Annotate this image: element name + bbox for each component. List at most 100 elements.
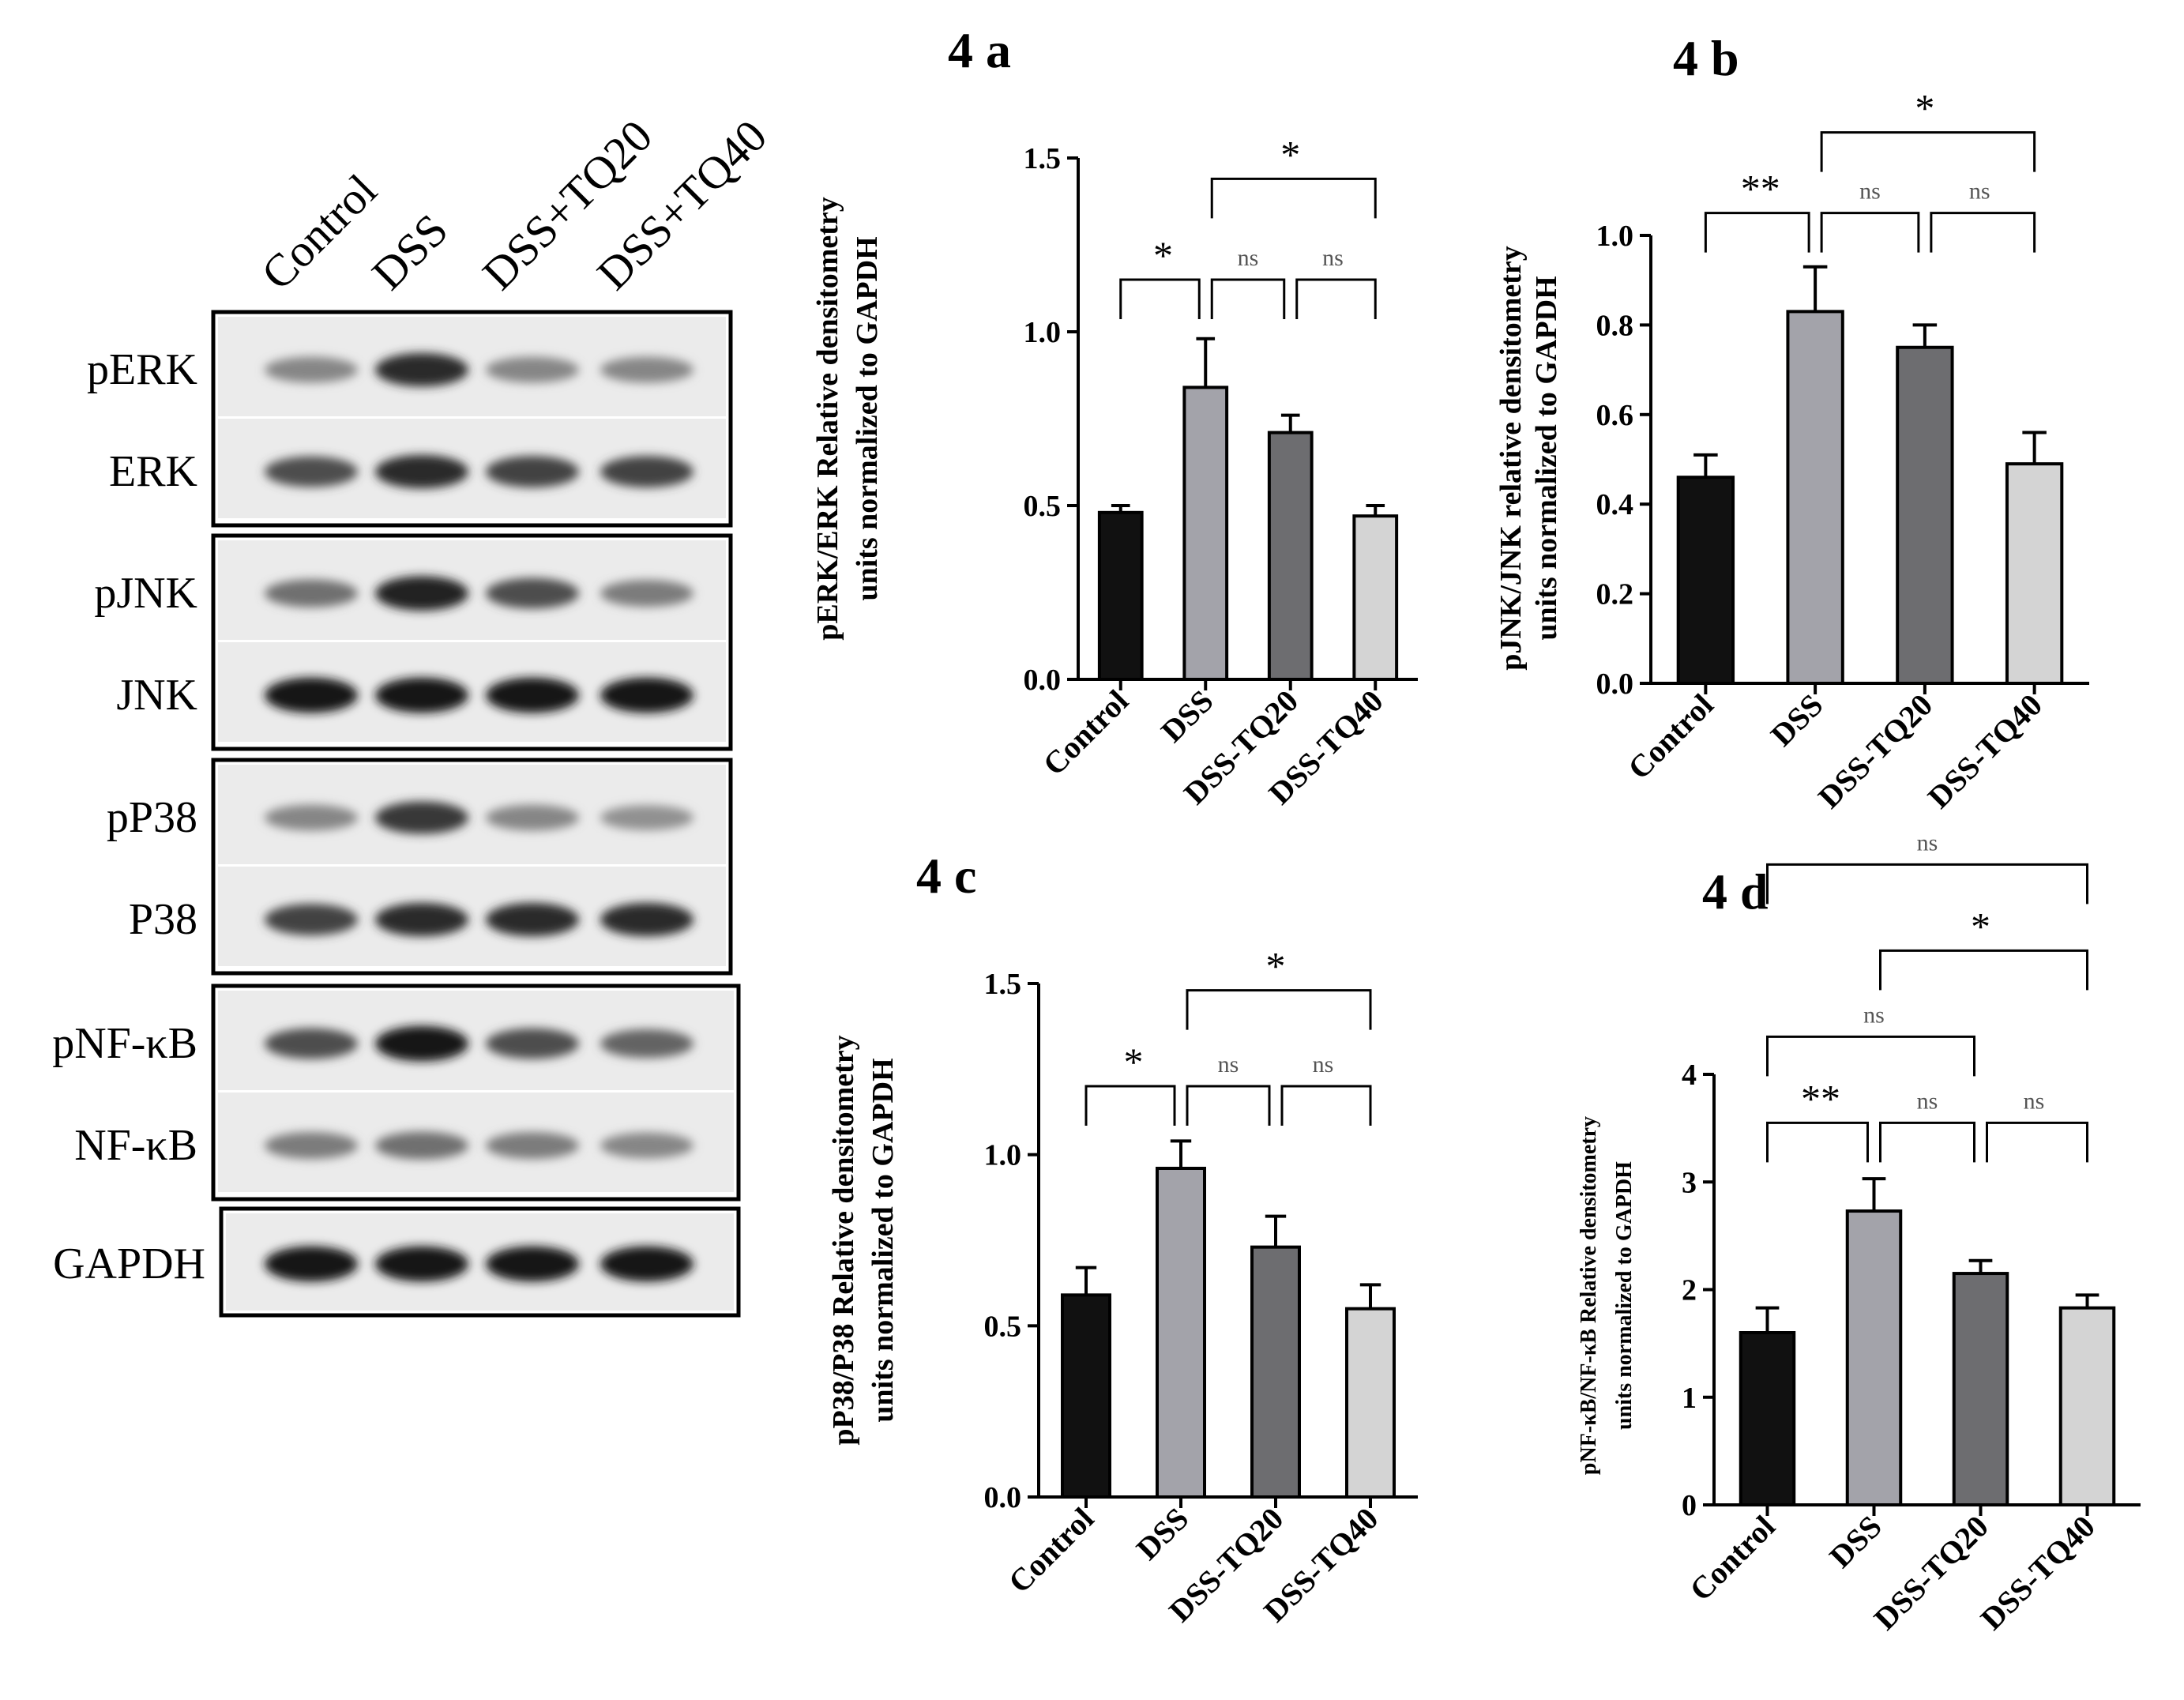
- blot-band: [375, 1131, 468, 1160]
- blot-band: [486, 456, 579, 488]
- significance-label: ns: [2024, 1088, 2045, 1114]
- blot-band: [486, 1132, 579, 1160]
- y-tick-label: 3: [1682, 1166, 1697, 1199]
- blot-band: [600, 902, 694, 937]
- blot-box-border: [211, 984, 741, 1202]
- significance-bracket: [1186, 989, 1372, 1030]
- blot-band: [265, 456, 358, 487]
- y-tick-label: 0.0: [984, 1481, 1022, 1514]
- significance-label: ns: [1238, 245, 1259, 271]
- y-axis-label: pNF-κB/NF-κB Relative densitometry: [1577, 1116, 1601, 1475]
- x-tick-label: DSS: [1154, 683, 1220, 750]
- y-axis-label: pERK/ERK Relative densitometry: [811, 197, 844, 641]
- blot-band: [375, 801, 468, 834]
- y-tick-label: 1.0: [1024, 316, 1062, 349]
- bar: [1676, 476, 1735, 685]
- bar-chart: 4 d pNF-κB/NF-κB Relative densitometry uni…: [1577, 829, 2141, 1637]
- significance-label: **: [1801, 1076, 1840, 1120]
- blot-box: pERK ERK: [87, 310, 733, 528]
- x-tick-label: Control: [1682, 1509, 1782, 1608]
- blot-band: [486, 1028, 579, 1059]
- blot-box-border: [211, 310, 733, 528]
- bar: [1952, 1272, 2009, 1506]
- significance-label: ns: [1863, 1002, 1885, 1028]
- x-tick-label: Control: [1621, 687, 1720, 787]
- x-tick-label: DSS-TQ20: [1867, 1509, 1995, 1637]
- significance-bracket: [1930, 212, 2036, 253]
- significance-bracket: [1280, 1085, 1372, 1126]
- bar-chart: 4 a pERK/ERK Relative densitometry units n…: [811, 22, 1418, 811]
- x-tick-label: DSS: [1822, 1509, 1889, 1575]
- blot-box-border: [211, 758, 733, 976]
- blot-band: [375, 576, 468, 611]
- blot-row-label: P38: [129, 895, 197, 944]
- blot-box: pJNK JNK: [94, 533, 733, 751]
- blot-band: [265, 1246, 358, 1282]
- blot-band: [265, 904, 358, 936]
- significance-label: ns: [1917, 1088, 1938, 1114]
- significance-bracket: [1210, 177, 1377, 219]
- y-axis-label: pP38/P38 Relative densitometry: [827, 1035, 860, 1445]
- bar-chart: 4 b pJNK/JNK relative densitometry units n…: [1494, 30, 2089, 815]
- blot-box-border: [211, 533, 733, 751]
- chart-title: 4 a: [948, 22, 1011, 78]
- significance-label: **: [1741, 167, 1780, 211]
- bar: [2058, 1306, 2116, 1506]
- significance-label: ns: [1322, 245, 1344, 271]
- blot-box: pNF-κB NF-κB: [52, 984, 741, 1202]
- bar: [1786, 310, 1844, 685]
- chart-title: 4 d: [1702, 863, 1769, 920]
- significance-bracket: [1879, 1121, 1975, 1163]
- blot-row-label: JNK: [116, 671, 197, 720]
- blot-row-label: ERK: [109, 447, 197, 496]
- y-tick-label: 1.0: [984, 1139, 1022, 1172]
- bar: [1352, 514, 1399, 682]
- bar-chart: 4 c pP38/P38 Relative densitometry units n…: [827, 848, 1418, 1629]
- y-tick-label: 0.6: [1596, 399, 1634, 432]
- x-tick-label: DSS-TQ20: [1811, 687, 1939, 815]
- x-tick-label: DSS-TQ40: [1974, 1509, 2102, 1637]
- bar: [1267, 431, 1314, 681]
- y-tick-label: 0: [1682, 1489, 1697, 1522]
- y-tick-label: 0.4: [1596, 488, 1634, 521]
- y-axis-label-line2: units normalized to GAPDH: [866, 1058, 900, 1422]
- blot-band: [486, 677, 579, 713]
- blot-band: [486, 1246, 579, 1282]
- x-tick-label: Control: [1036, 683, 1136, 783]
- significance-label: ns: [1313, 1051, 1334, 1078]
- blot-band: [486, 356, 579, 383]
- blot-box: GAPDH: [53, 1206, 741, 1318]
- significance-bracket: [1766, 863, 2088, 905]
- y-axis-label-line2: units normalized to GAPDH: [1530, 276, 1563, 640]
- blot-band: [265, 356, 358, 383]
- bar: [1896, 345, 1954, 685]
- significance-bracket: [1704, 212, 1810, 253]
- significance-bracket: [1820, 212, 1920, 253]
- blot-band: [375, 454, 468, 489]
- lane-label: DSS: [362, 204, 457, 299]
- blot-box-border: [219, 1206, 741, 1318]
- blot-row-label: pP38: [107, 793, 197, 842]
- blot-band: [600, 356, 694, 383]
- x-tick-label: DSS-TQ40: [1921, 687, 2049, 815]
- significance-bracket: [1186, 1085, 1271, 1126]
- significance-label: ns: [1859, 179, 1881, 205]
- significance-label: *: [1971, 904, 1990, 948]
- y-tick-label: 1.5: [1024, 142, 1062, 175]
- y-tick-label: 0.5: [1024, 490, 1062, 523]
- y-tick-label: 0.0: [1596, 668, 1634, 701]
- bar: [1061, 1293, 1111, 1499]
- blot-band: [600, 1132, 694, 1159]
- significance-bracket: [1820, 131, 2036, 172]
- blot-row-label: pNF-κB: [52, 1019, 197, 1068]
- bar: [1250, 1245, 1301, 1499]
- y-tick-label: 1.0: [1596, 220, 1634, 253]
- y-axis-label: pJNK/JNK relative densitometry: [1494, 246, 1528, 671]
- blot-row-label: pJNK: [94, 569, 197, 618]
- x-tick-label: Control: [1002, 1501, 1101, 1600]
- blot-band: [375, 352, 468, 387]
- significance-bracket: [1210, 278, 1286, 319]
- significance-label: *: [1280, 132, 1300, 176]
- y-tick-label: 0.0: [1024, 664, 1062, 697]
